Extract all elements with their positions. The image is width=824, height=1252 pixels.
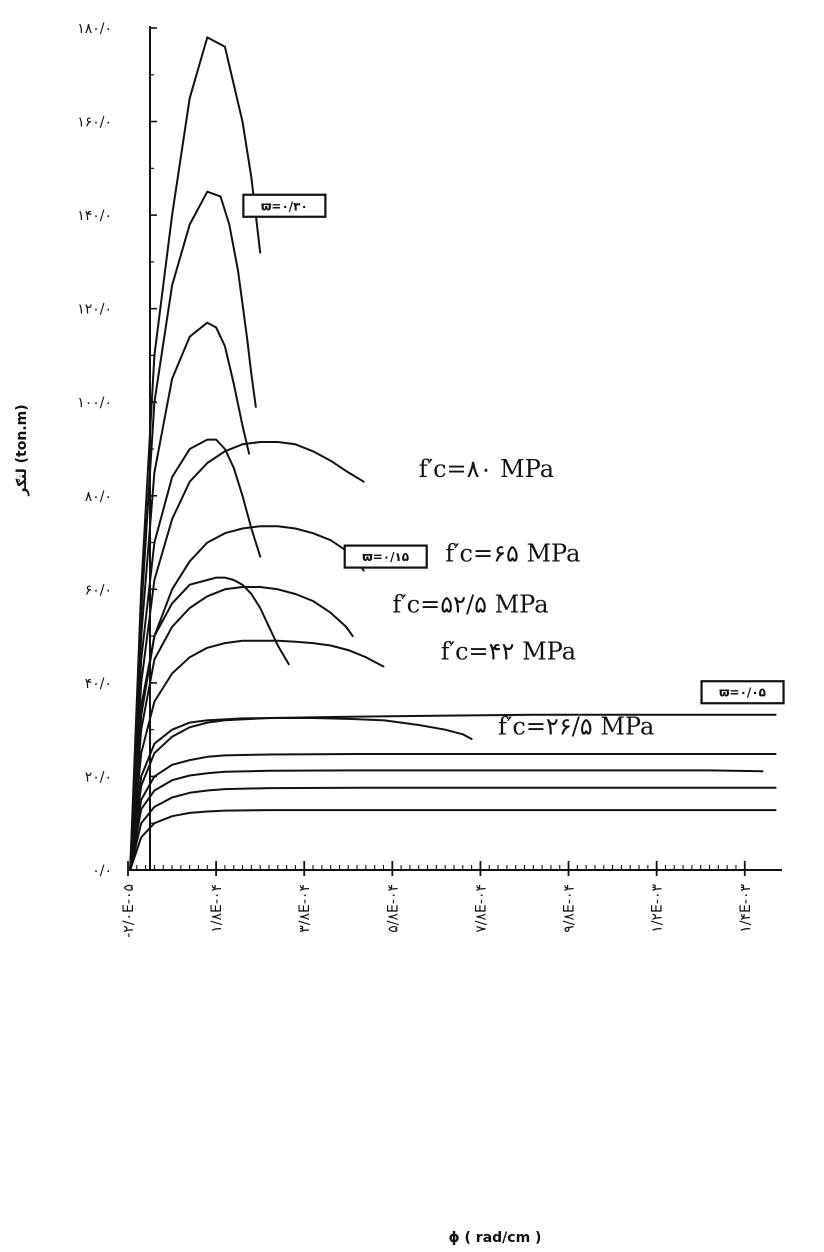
series-annotation: f′c=۶۵ MPa [445, 539, 580, 567]
x-tick-label: ۱/۸E-۰۴ [209, 884, 225, 933]
y-tick-label: ۴۰/۰ [85, 676, 112, 692]
y-tick-label: ۶۰/۰ [85, 582, 112, 598]
y-tick-label: ۱۶۰/۰ [77, 115, 112, 131]
x-tick-label: ۷/۸E-۰۴ [473, 884, 489, 933]
x-tick-label: ۱/۲E-۰۳ [650, 884, 666, 933]
x-tick-label: -۲/۰E-۰۵ [121, 884, 137, 938]
reinforcement-ratio-box: ϖ=۰/۳۰ [242, 193, 327, 218]
box-frame [700, 680, 785, 705]
box-label: ϖ=۰/۱۵ [362, 550, 409, 564]
y-tick-label: ۱۸۰/۰ [77, 21, 112, 37]
series-annotation: f′c=۵۲/۵ MPa [392, 591, 548, 619]
x-axis-title: ϕ ( rad/cm ) [449, 1230, 542, 1246]
reinforcement-ratio-box: ϖ=۰/۰۵ [700, 680, 785, 705]
series-annotation: f′c=۴۲ MPa [441, 638, 576, 666]
y-tick-label: ۱۲۰/۰ [77, 302, 112, 318]
series-curve-7 [129, 576, 290, 871]
series-curve-8 [129, 586, 354, 871]
box-label: ϖ=۰/۳۰ [261, 199, 308, 213]
box-frame [343, 544, 428, 569]
series-curve-14 [129, 786, 777, 871]
y-tick-label: ۰/۰ [92, 863, 112, 879]
x-tick-label: ۱/۴E-۰۳ [738, 884, 754, 933]
series-annotation: f′c=۲۶/۵ MPa [498, 712, 654, 740]
x-tick-label: ۵/۸E-۰۴ [385, 884, 401, 933]
y-tick-label: ۸۰/۰ [85, 489, 112, 505]
series-curve-4 [129, 438, 262, 871]
series-curve-6 [129, 525, 365, 871]
box-label: ϖ=۰/۰۵ [719, 686, 766, 700]
series-curve-5 [129, 441, 365, 871]
curves-layer [129, 36, 777, 871]
box-frame [242, 193, 327, 218]
axes-layer [127, 26, 782, 876]
series-annotation: f′c=۸۰ MPa [419, 455, 554, 483]
y-tick-label: ۱۴۰/۰ [77, 208, 112, 224]
series-curve-12 [129, 753, 777, 871]
x-tick-label: ۳/۸E-۰۴ [297, 884, 313, 933]
x-tick-label: ۹/۸E-۰۴ [562, 884, 578, 933]
series-curve-9 [129, 639, 385, 871]
y-tick-label: ۱۰۰/۰ [77, 395, 112, 411]
series-curve-15 [129, 809, 777, 871]
series-curve-11 [129, 713, 777, 871]
y-axis-title: لنګر (ton.m) [14, 404, 30, 496]
reinforcement-ratio-box: ϖ=۰/۱۵ [343, 544, 428, 569]
series-curve-2 [129, 190, 257, 871]
y-tick-label: ۲۰/۰ [85, 769, 112, 785]
series-curve-13 [129, 769, 764, 871]
labels-layer: ۰/۰ ۲۰/۰ ۴۰/۰ ۶۰/۰ ۸۰/۰ ۱۰۰/۰ ۱۲۰/۰ ۱۴۰/۰ ۱۶۰/۰ ۱… [14, 21, 785, 1246]
